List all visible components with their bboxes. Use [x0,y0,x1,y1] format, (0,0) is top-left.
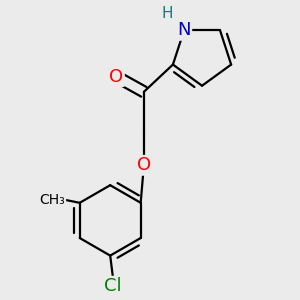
Text: N: N [177,21,191,39]
Text: O: O [137,156,151,174]
Text: H: H [161,6,173,21]
Text: Cl: Cl [104,277,122,295]
Text: O: O [109,68,123,85]
Text: CH₃: CH₃ [39,193,65,207]
